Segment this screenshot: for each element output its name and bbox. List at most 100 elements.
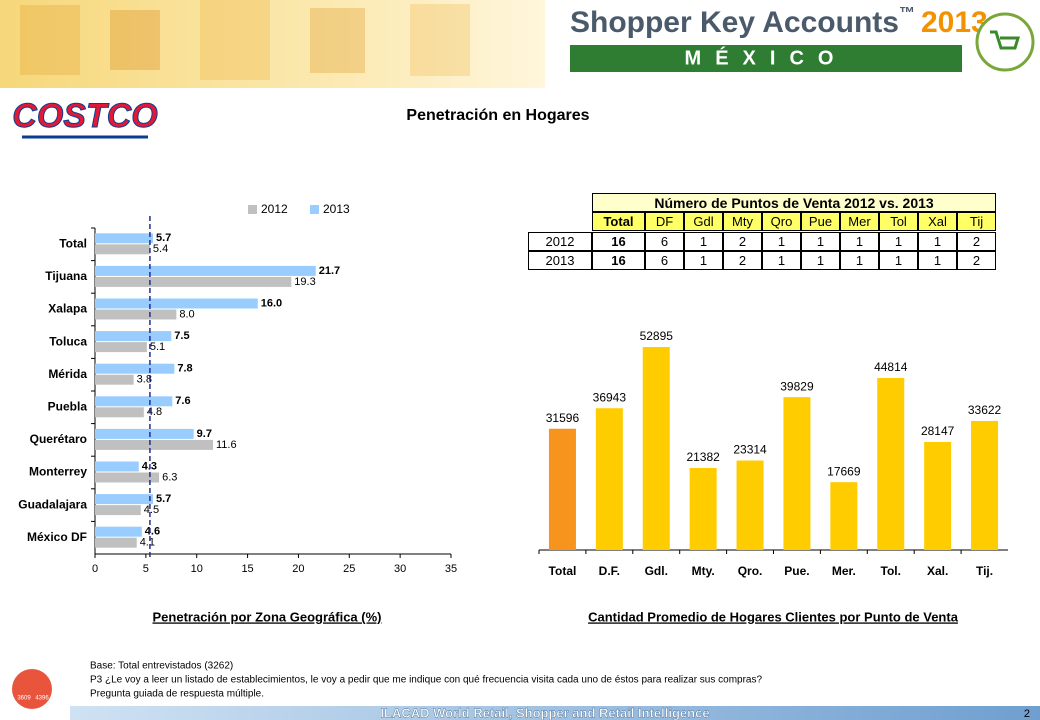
- value-label: 7.6: [175, 395, 190, 407]
- footer-band: [70, 706, 1040, 720]
- bar: [95, 526, 142, 537]
- category-label: Gdl.: [645, 564, 668, 578]
- x-tick-label: 35: [445, 563, 457, 575]
- table-cell: 2: [723, 232, 762, 251]
- column-header: Tij: [957, 212, 996, 231]
- value-label: 3.8: [137, 374, 152, 386]
- category-label: Puebla: [48, 399, 88, 413]
- page-number: 2: [1024, 708, 1030, 720]
- bar: [95, 396, 173, 407]
- value-label: 39829: [780, 379, 814, 393]
- table-cell: 6: [645, 251, 684, 270]
- header-image: [0, 0, 545, 88]
- category-label: Querétaro: [30, 432, 87, 446]
- table-cell: 2: [957, 251, 996, 270]
- bar: [95, 244, 150, 255]
- category-label: Mer.: [832, 564, 856, 578]
- bar: [830, 482, 858, 550]
- category-label: Tol.: [881, 564, 901, 578]
- table-cell: 1: [801, 232, 840, 251]
- brand-logo: COSTCO: [12, 97, 157, 135]
- bar: [95, 309, 177, 320]
- bar: [548, 428, 576, 550]
- bar: [95, 428, 194, 439]
- value-label: 5.4: [153, 243, 168, 255]
- bar: [95, 505, 141, 516]
- category-label: Tijuana: [45, 269, 87, 283]
- slide-title: Penetración en Hogares: [406, 107, 589, 124]
- value-label: 5.7: [156, 232, 171, 244]
- table-cell: 1: [879, 232, 918, 251]
- value-label: 5.1: [150, 341, 165, 353]
- row-label: 2013: [528, 251, 592, 270]
- table-cell: 2: [723, 251, 762, 270]
- category-label: Qro.: [738, 564, 763, 578]
- value-label: 4.6: [145, 526, 160, 538]
- value-label: 17669: [827, 464, 861, 478]
- cart-icon: [990, 30, 1021, 50]
- trademark: ™: [899, 5, 915, 22]
- category-label: Tij.: [976, 564, 993, 578]
- bar: [642, 347, 670, 550]
- value-label: 4.8: [147, 406, 162, 418]
- note: Base: Total entrevistados (3262): [90, 661, 233, 672]
- column-header: Mty: [723, 212, 762, 231]
- table-cell: 1: [918, 232, 957, 251]
- footer-text: ILACAD World Retail, Shopper and Retail …: [380, 705, 709, 720]
- x-tick-label: 10: [191, 563, 203, 575]
- legend-swatch: [310, 205, 319, 214]
- category-label: Mty.: [692, 564, 715, 578]
- value-label: 7.5: [174, 330, 189, 342]
- table-cell: 1: [918, 251, 957, 270]
- value-label: 52895: [640, 329, 674, 343]
- bar: [689, 467, 717, 550]
- table-cell: 2: [957, 232, 996, 251]
- x-tick-label: 30: [394, 563, 406, 575]
- bar: [95, 537, 137, 548]
- table-cell: 16: [592, 251, 645, 270]
- bar: [95, 276, 292, 287]
- value-label: 7.8: [177, 363, 192, 375]
- value-label: 33622: [968, 403, 1002, 417]
- header-title-text: Shopper Key Accounts: [570, 6, 899, 39]
- bar: [95, 407, 144, 418]
- category-label: Xalapa: [48, 302, 87, 316]
- legend-label: 2012: [261, 202, 288, 216]
- value-label: 8.0: [179, 308, 194, 320]
- table-cell: 1: [879, 251, 918, 270]
- bar: [95, 472, 160, 483]
- column-header: Xal: [918, 212, 957, 231]
- category-label: Guadalajara: [18, 497, 87, 511]
- value-label: 5.7: [156, 493, 171, 505]
- column-header: Tol: [879, 212, 918, 231]
- note: Pregunta guiada de respuesta múltiple.: [90, 689, 264, 700]
- header-year: 2013: [921, 6, 988, 39]
- bar: [924, 441, 952, 550]
- bar: [783, 397, 811, 550]
- value-label: 31596: [546, 411, 580, 425]
- column-header: Total: [592, 212, 645, 231]
- value-label: 4.5: [144, 504, 159, 516]
- column-header: Qro: [762, 212, 801, 231]
- header-subtitle: MÉXICO: [685, 46, 848, 69]
- table-cell: 1: [762, 232, 801, 251]
- header-pattern: [20, 0, 470, 80]
- table-cell: 1: [684, 251, 723, 270]
- column-header: Mer: [840, 212, 879, 231]
- bar: [95, 342, 147, 353]
- category-label: Mérida: [48, 367, 87, 381]
- x-tick-label: 20: [292, 563, 304, 575]
- bar: [95, 439, 213, 450]
- x-tick-label: 5: [143, 563, 149, 575]
- table-cell: 16: [592, 232, 645, 251]
- value-label: 21.7: [319, 265, 340, 277]
- note: P3 ¿Le voy a leer un listado de establec…: [90, 675, 762, 686]
- value-label: 36943: [593, 390, 627, 404]
- value-label: 44814: [874, 360, 908, 374]
- badge: [12, 669, 52, 709]
- value-label: 19.3: [294, 276, 315, 288]
- bar: [877, 378, 905, 550]
- table-cell: 6: [645, 232, 684, 251]
- category-label: México DF: [27, 530, 87, 544]
